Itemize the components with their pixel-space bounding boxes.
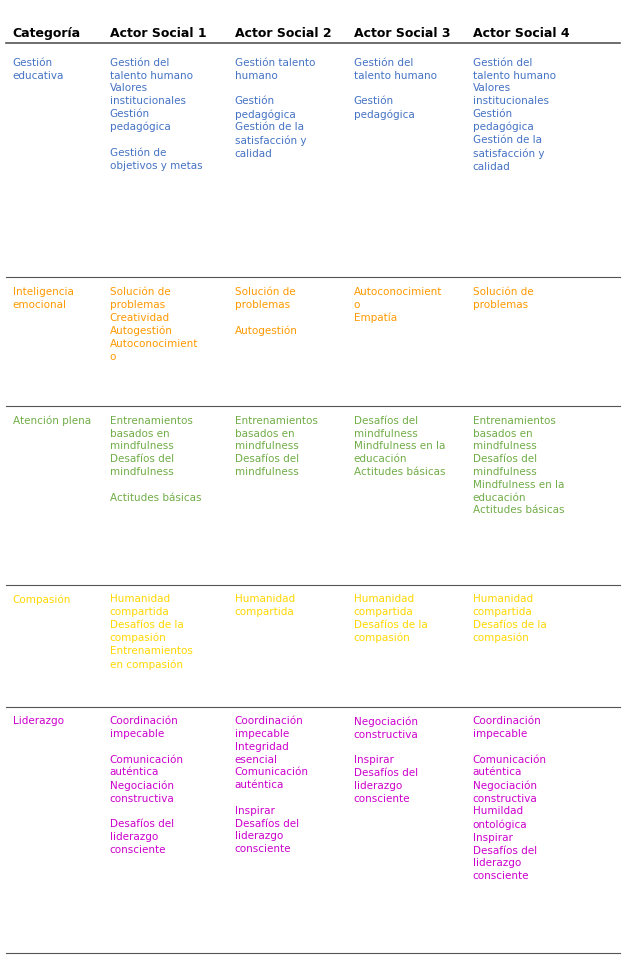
- Text: Humanidad
compartida: Humanidad compartida: [235, 594, 295, 617]
- Text: Actor Social 3: Actor Social 3: [354, 27, 450, 39]
- Text: Categoría: Categoría: [13, 27, 81, 39]
- Text: Coordinación
impecable

Comunicación
auténtica
Negociación
constructiva

Desafío: Coordinación impecable Comunicación auté…: [110, 716, 183, 855]
- Text: Coordinación
impecable

Comunicación
auténtica
Negociación
constructiva
Humildad: Coordinación impecable Comunicación auté…: [473, 716, 546, 881]
- Text: Gestión talento
humano

Gestión
pedagógica
Gestión de la
satisfacción y
calidad: Gestión talento humano Gestión pedagógic…: [235, 58, 315, 159]
- Text: Coordinación
impecable
Integridad
esencial
Comunicación
auténtica

Inspirar
Desa: Coordinación impecable Integridad esenci…: [235, 716, 309, 854]
- Text: Solución de
problemas

Autogestión: Solución de problemas Autogestión: [235, 287, 297, 336]
- Text: Gestión
educativa: Gestión educativa: [13, 58, 64, 81]
- Text: Negociación
constructiva

Inspirar
Desafíos del
liderazgo
consciente: Negociación constructiva Inspirar Desafí…: [354, 716, 418, 803]
- Text: Gestión del
talento humano
Valores
institucionales
Gestión
pedagógica

Gestión d: Gestión del talento humano Valores insti…: [110, 58, 202, 170]
- Text: Entrenamientos
basados en
mindfulness
Desafíos del
mindfulness: Entrenamientos basados en mindfulness De…: [235, 416, 317, 477]
- Text: Entrenamientos
basados en
mindfulness
Desafíos del
mindfulness

Actitudes básica: Entrenamientos basados en mindfulness De…: [110, 416, 201, 503]
- Text: Autoconocimient
o
Empatía: Autoconocimient o Empatía: [354, 287, 442, 324]
- Text: Humanidad
compartida
Desafíos de la
compasión: Humanidad compartida Desafíos de la comp…: [354, 594, 428, 643]
- Text: Desafíos del
mindfulness
Mindfulness en la
educación
Actitudes básicas: Desafíos del mindfulness Mindfulness en …: [354, 416, 445, 477]
- Text: Gestión del
talento humano
Valores
institucionales
Gestión
pedagógica
Gestión de: Gestión del talento humano Valores insti…: [473, 58, 556, 171]
- Text: Gestión del
talento humano

Gestión
pedagógica: Gestión del talento humano Gestión pedag…: [354, 58, 437, 119]
- Text: Inteligencia
emocional: Inteligencia emocional: [13, 287, 73, 310]
- Text: Solución de
problemas
Creatividad
Autogestión
Autoconocimient
o: Solución de problemas Creatividad Autoge…: [110, 287, 198, 362]
- Text: Humanidad
compartida
Desafíos de la
compasión
Entrenamientos
en compasión: Humanidad compartida Desafíos de la comp…: [110, 594, 192, 669]
- Text: Actor Social 1: Actor Social 1: [110, 27, 206, 39]
- Text: Compasión: Compasión: [13, 594, 71, 605]
- Text: Humanidad
compartida
Desafíos de la
compasión: Humanidad compartida Desafíos de la comp…: [473, 594, 546, 643]
- Text: Actor Social 2: Actor Social 2: [235, 27, 331, 39]
- Text: Liderazgo: Liderazgo: [13, 716, 63, 726]
- Text: Atención plena: Atención plena: [13, 416, 91, 427]
- Text: Entrenamientos
basados en
mindfulness
Desafíos del
mindfulness
Mindfulness en la: Entrenamientos basados en mindfulness De…: [473, 416, 564, 515]
- Text: Actor Social 4: Actor Social 4: [473, 27, 569, 39]
- Text: Solución de
problemas: Solución de problemas: [473, 287, 533, 310]
